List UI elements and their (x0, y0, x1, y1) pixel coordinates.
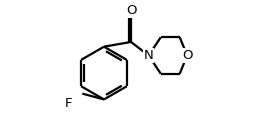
Text: O: O (126, 4, 136, 17)
Text: F: F (65, 97, 72, 110)
Text: N: N (144, 49, 154, 62)
Text: O: O (182, 49, 192, 62)
